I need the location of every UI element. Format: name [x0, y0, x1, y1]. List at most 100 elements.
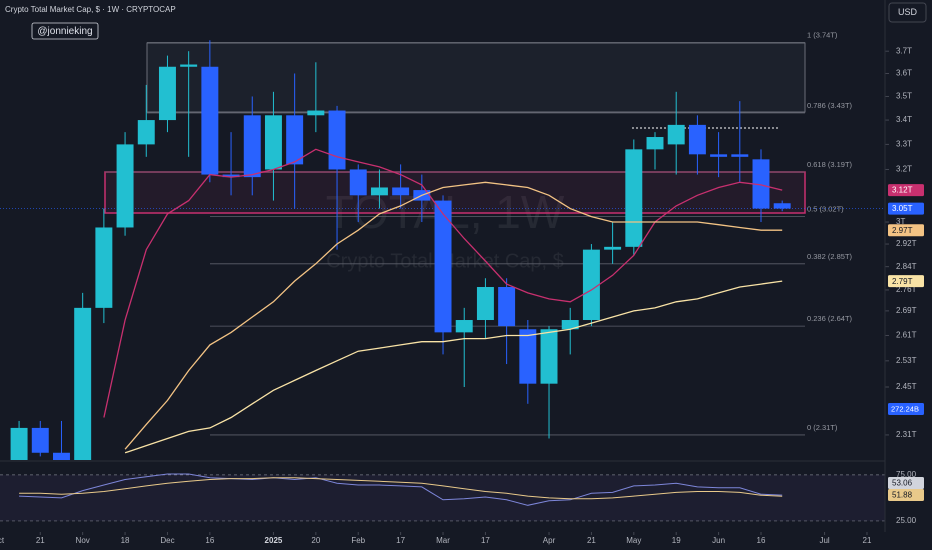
- y-tick-label: 2.84T: [896, 262, 917, 271]
- candle-body: [561, 320, 579, 330]
- y-tick-label: 2.45T: [896, 382, 917, 391]
- rsi-value-label: 53.06: [892, 479, 913, 488]
- x-tick-label: Apr: [543, 536, 556, 545]
- candle-body: [667, 124, 685, 145]
- x-tick-label: Feb: [351, 536, 365, 545]
- fib-label: 1 (3.74T): [807, 30, 838, 39]
- candle-body: [604, 246, 622, 250]
- y-tick-label: 3.2T: [896, 165, 912, 174]
- x-tick-label: 21: [36, 536, 45, 545]
- candle-body: [392, 187, 410, 196]
- x-tick-label: Oct: [0, 536, 5, 545]
- x-tick-label: 20: [311, 536, 320, 545]
- candle-body: [434, 200, 452, 333]
- rsi-tick-label: 25.00: [896, 516, 917, 525]
- candle-body: [328, 110, 346, 170]
- candle-body: [286, 115, 304, 165]
- candle-body: [455, 320, 473, 333]
- fib-label: 0.382 (2.85T): [807, 252, 853, 261]
- x-tick-label: 17: [481, 536, 490, 545]
- candle-body: [158, 66, 176, 121]
- candle-body: [498, 287, 516, 327]
- x-tick-label: Jul: [819, 536, 829, 545]
- main-pane: 1 (3.74T) 0.786 (3.43T) 0.618 (3.19T) 0.5 (…: [0, 30, 889, 460]
- candle-body: [180, 64, 198, 67]
- rsi-pane-content: [0, 473, 885, 522]
- price-label-bg: [888, 184, 924, 197]
- currency[interactable]: USD: [898, 7, 918, 17]
- y-tick-label: 2.53T: [896, 356, 917, 365]
- x-tick-label: 18: [121, 536, 130, 545]
- price-label: 2.79T: [892, 277, 913, 286]
- x-tick-label: May: [626, 536, 641, 545]
- candle-body: [10, 427, 28, 460]
- x-tick-label: Dec: [160, 536, 174, 545]
- y-tick-label: 2.76T: [896, 285, 917, 294]
- y-tick-label: 3.7T: [896, 46, 912, 55]
- author-box: [31, 22, 99, 40]
- rsi-value-bg: [888, 477, 924, 489]
- y-tick-label: 2.69T: [896, 306, 917, 315]
- chart-title: Crypto Total Market Cap, $ · 1W · CRYPTO…: [5, 5, 176, 14]
- fib-box: [146, 42, 806, 113]
- y-tick-label: 2.61T: [896, 331, 917, 340]
- x-tick-label: 2025: [265, 536, 283, 545]
- x-tick-label: 21: [863, 536, 872, 545]
- y-tick-label: 3.3T: [896, 140, 912, 149]
- rsi-value-bg: [888, 489, 924, 501]
- rsi-tick-label: 75.00: [896, 470, 917, 479]
- x-tick-label: Jun: [712, 536, 725, 545]
- volume-label-bg: [888, 403, 924, 415]
- candle-body: [349, 169, 367, 196]
- rsi-band: [0, 474, 885, 521]
- candle-body: [646, 137, 664, 150]
- y-tick-label: 3.6T: [896, 69, 912, 78]
- rsi-pane: [0, 462, 885, 532]
- candle-body: [752, 159, 770, 209]
- candle-body: [710, 154, 728, 157]
- x-tick-label: 21: [587, 536, 596, 545]
- x-tick-label: Mar: [436, 536, 450, 545]
- x-tick-label: 16: [205, 536, 214, 545]
- candle-body: [370, 187, 388, 196]
- candle-body: [137, 120, 155, 145]
- fib-label: 0 (2.31T): [807, 423, 838, 432]
- x-tick-label: 19: [672, 536, 681, 545]
- fib-label: 0.618 (3.19T): [807, 160, 853, 169]
- currency-button[interactable]: [888, 2, 927, 23]
- fib-label: 0.236 (2.64T): [807, 314, 853, 323]
- candle-body: [582, 249, 600, 321]
- moving-average: [124, 280, 783, 454]
- candle-body: [307, 110, 325, 116]
- y-tick-label: 3.5T: [896, 92, 912, 101]
- y-tick-label: 3.4T: [896, 115, 912, 124]
- rsi-value-label: 51.88: [892, 491, 913, 500]
- volume-label: 272.24B: [891, 404, 919, 413]
- candle-body: [222, 174, 240, 178]
- x-tick-label: 16: [757, 536, 766, 545]
- zone-box: [104, 171, 806, 214]
- candle-body: [116, 144, 134, 228]
- candle-body: [201, 66, 219, 175]
- y-tick-label: 2.92T: [896, 239, 917, 248]
- x-tick-label: 17: [396, 536, 405, 545]
- candle-body: [264, 115, 282, 170]
- y-tick-label: 2.31T: [896, 430, 917, 439]
- candle-body: [688, 124, 706, 155]
- price-label-bg: [888, 224, 924, 237]
- fib-label: 0.786 (3.43T): [807, 101, 853, 110]
- candle-body: [95, 227, 113, 308]
- candle-body: [31, 427, 49, 453]
- candle-body: [519, 329, 537, 384]
- price-label: 3.12T: [892, 186, 913, 195]
- y-tick-label: 3T: [896, 217, 905, 226]
- price-label: 2.97T: [892, 226, 913, 235]
- fib-label: 0.5 (3.02T): [807, 205, 844, 214]
- moving-average: [103, 148, 783, 418]
- candle-body: [476, 287, 494, 321]
- rsi-line: [19, 473, 783, 506]
- rsi-line: [19, 477, 783, 500]
